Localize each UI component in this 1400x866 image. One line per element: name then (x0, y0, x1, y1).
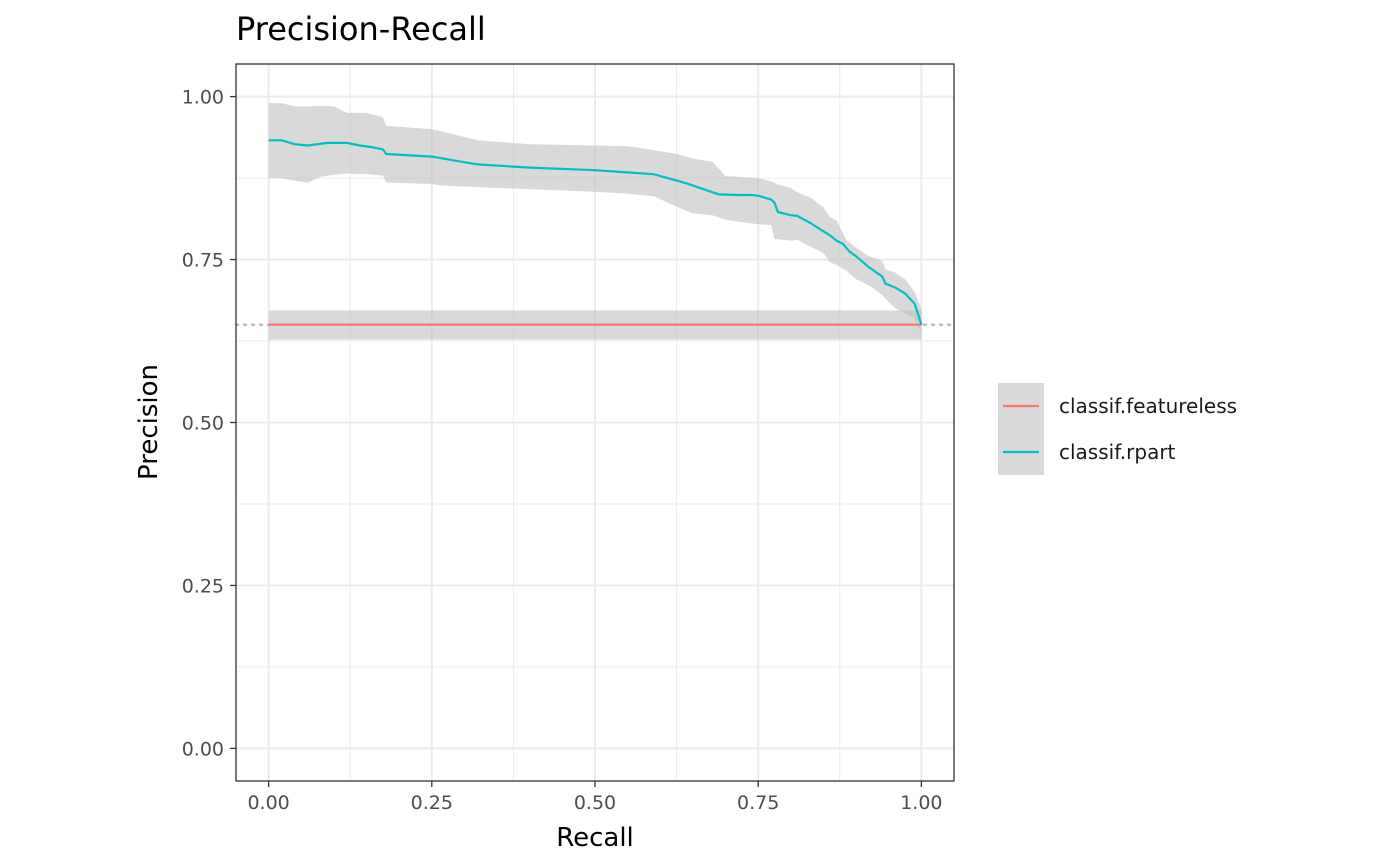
x-tick-label: 0.25 (411, 792, 453, 814)
plot-panel: 0.00 0.25 0.50 0.75 1.00 0.00 0.25 0.50 0.75 1.00 (182, 63, 956, 814)
y-tick-label: 0.75 (182, 250, 224, 272)
legend-label: classif.featureless (1059, 394, 1237, 418)
y-tick-label: 0.00 (182, 738, 224, 760)
x-tick-label: 0.75 (737, 792, 779, 814)
chart-title: Precision-Recall (236, 10, 486, 48)
y-tick-label: 0.50 (182, 413, 224, 435)
x-axis-title: Recall (556, 823, 634, 853)
y-axis-title: Precision (134, 364, 164, 480)
legend: classif.featureless classif.rpart (998, 383, 1237, 475)
x-tick-label: 1.00 (900, 792, 942, 814)
y-tick-label: 1.00 (182, 87, 224, 109)
x-tick-label: 0.50 (574, 792, 616, 814)
x-tick-label: 0.00 (247, 792, 289, 814)
confidence-band-classif-rpart (268, 103, 922, 335)
y-tick-label: 0.25 (182, 575, 224, 597)
series-line-classif-rpart (268, 139, 923, 326)
legend-label: classif.rpart (1059, 440, 1176, 464)
